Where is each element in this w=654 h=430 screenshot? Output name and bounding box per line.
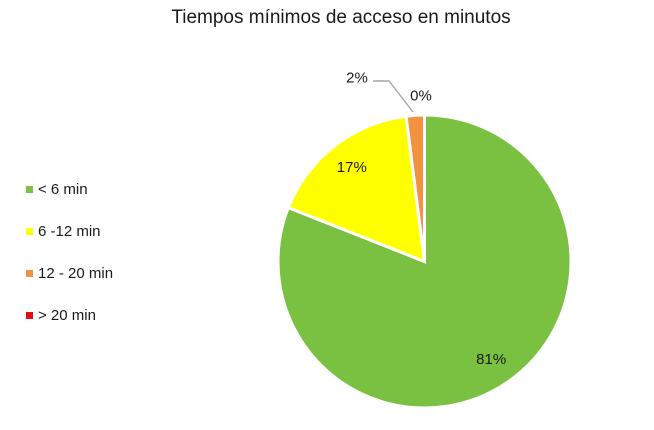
legend-swatch-6-12-min (26, 227, 33, 235)
legend-swatch-12-20-min (26, 269, 33, 277)
data-label-2: 2% (346, 70, 368, 87)
data-label-3: 0% (410, 88, 432, 105)
legend-label: > 20 min (38, 306, 96, 324)
legend-item-6-12-min: 6 -12 min (26, 222, 113, 240)
chart-title: Tiempos mínimos de acceso en minutos (171, 7, 511, 28)
legend-item-over-20-min: > 20 min (26, 306, 113, 324)
legend-swatch-over-20-min (26, 311, 33, 319)
pie-slice-2 (404, 113, 426, 262)
legend-item-12-20-min: 12 - 20 min (26, 264, 114, 282)
legend-label: 12 - 20 min (38, 264, 114, 282)
data-label-1: 17% (337, 159, 367, 176)
legend-label: 6 -12 min (38, 222, 101, 240)
pie-slice-1 (286, 114, 427, 264)
leader-line (373, 80, 414, 113)
legend: < 6 min 6 -12 min 12 - 20 min > 20 min (26, 181, 113, 349)
legend-label: < 6 min (38, 180, 88, 198)
legend-item-under-6-min: < 6 min (26, 180, 113, 198)
legend-swatch-under-6-min (26, 185, 33, 193)
data-label-0: 81% (476, 351, 506, 368)
